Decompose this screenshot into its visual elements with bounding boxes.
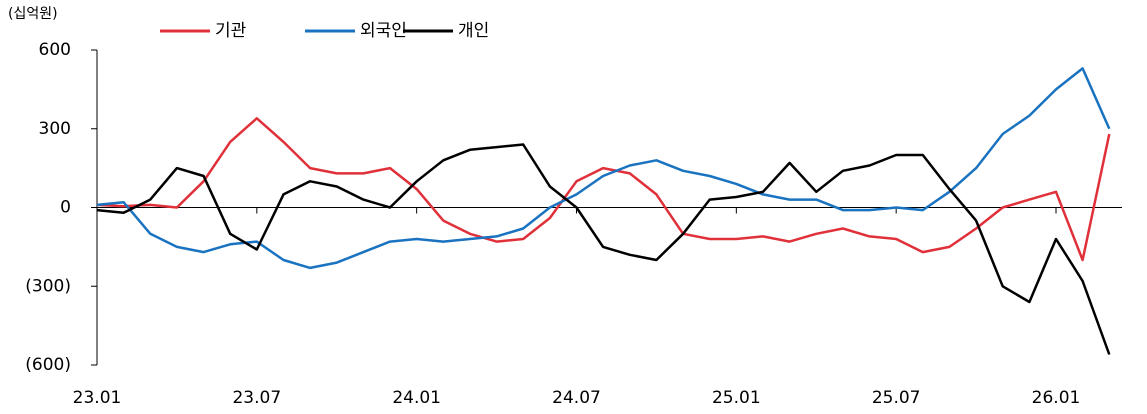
legend-label: 기관	[215, 21, 246, 41]
y-tick-label: 300	[39, 119, 71, 139]
y-tick-label: (300)	[25, 276, 71, 296]
series-line	[96, 67, 1111, 270]
series-line	[96, 117, 1111, 262]
legend-label: 외국인	[360, 21, 407, 41]
series-line	[96, 143, 1111, 355]
x-tick-label: 25.07	[872, 388, 921, 408]
y-tick-label: 600	[39, 40, 71, 60]
unit-label: (십억원)	[8, 6, 58, 22]
x-tick-label: 26.01	[1032, 388, 1081, 408]
x-tick-label: 23.01	[73, 388, 122, 408]
y-tick-label: (600)	[25, 355, 71, 375]
x-tick-label: 23.07	[232, 388, 281, 408]
y-tick-label: 0	[60, 198, 71, 218]
x-tick-label: 24.07	[552, 388, 601, 408]
legend-label: 개인	[458, 21, 489, 41]
x-tick-label: 25.01	[712, 388, 761, 408]
x-tick-label: 24.01	[392, 388, 441, 408]
